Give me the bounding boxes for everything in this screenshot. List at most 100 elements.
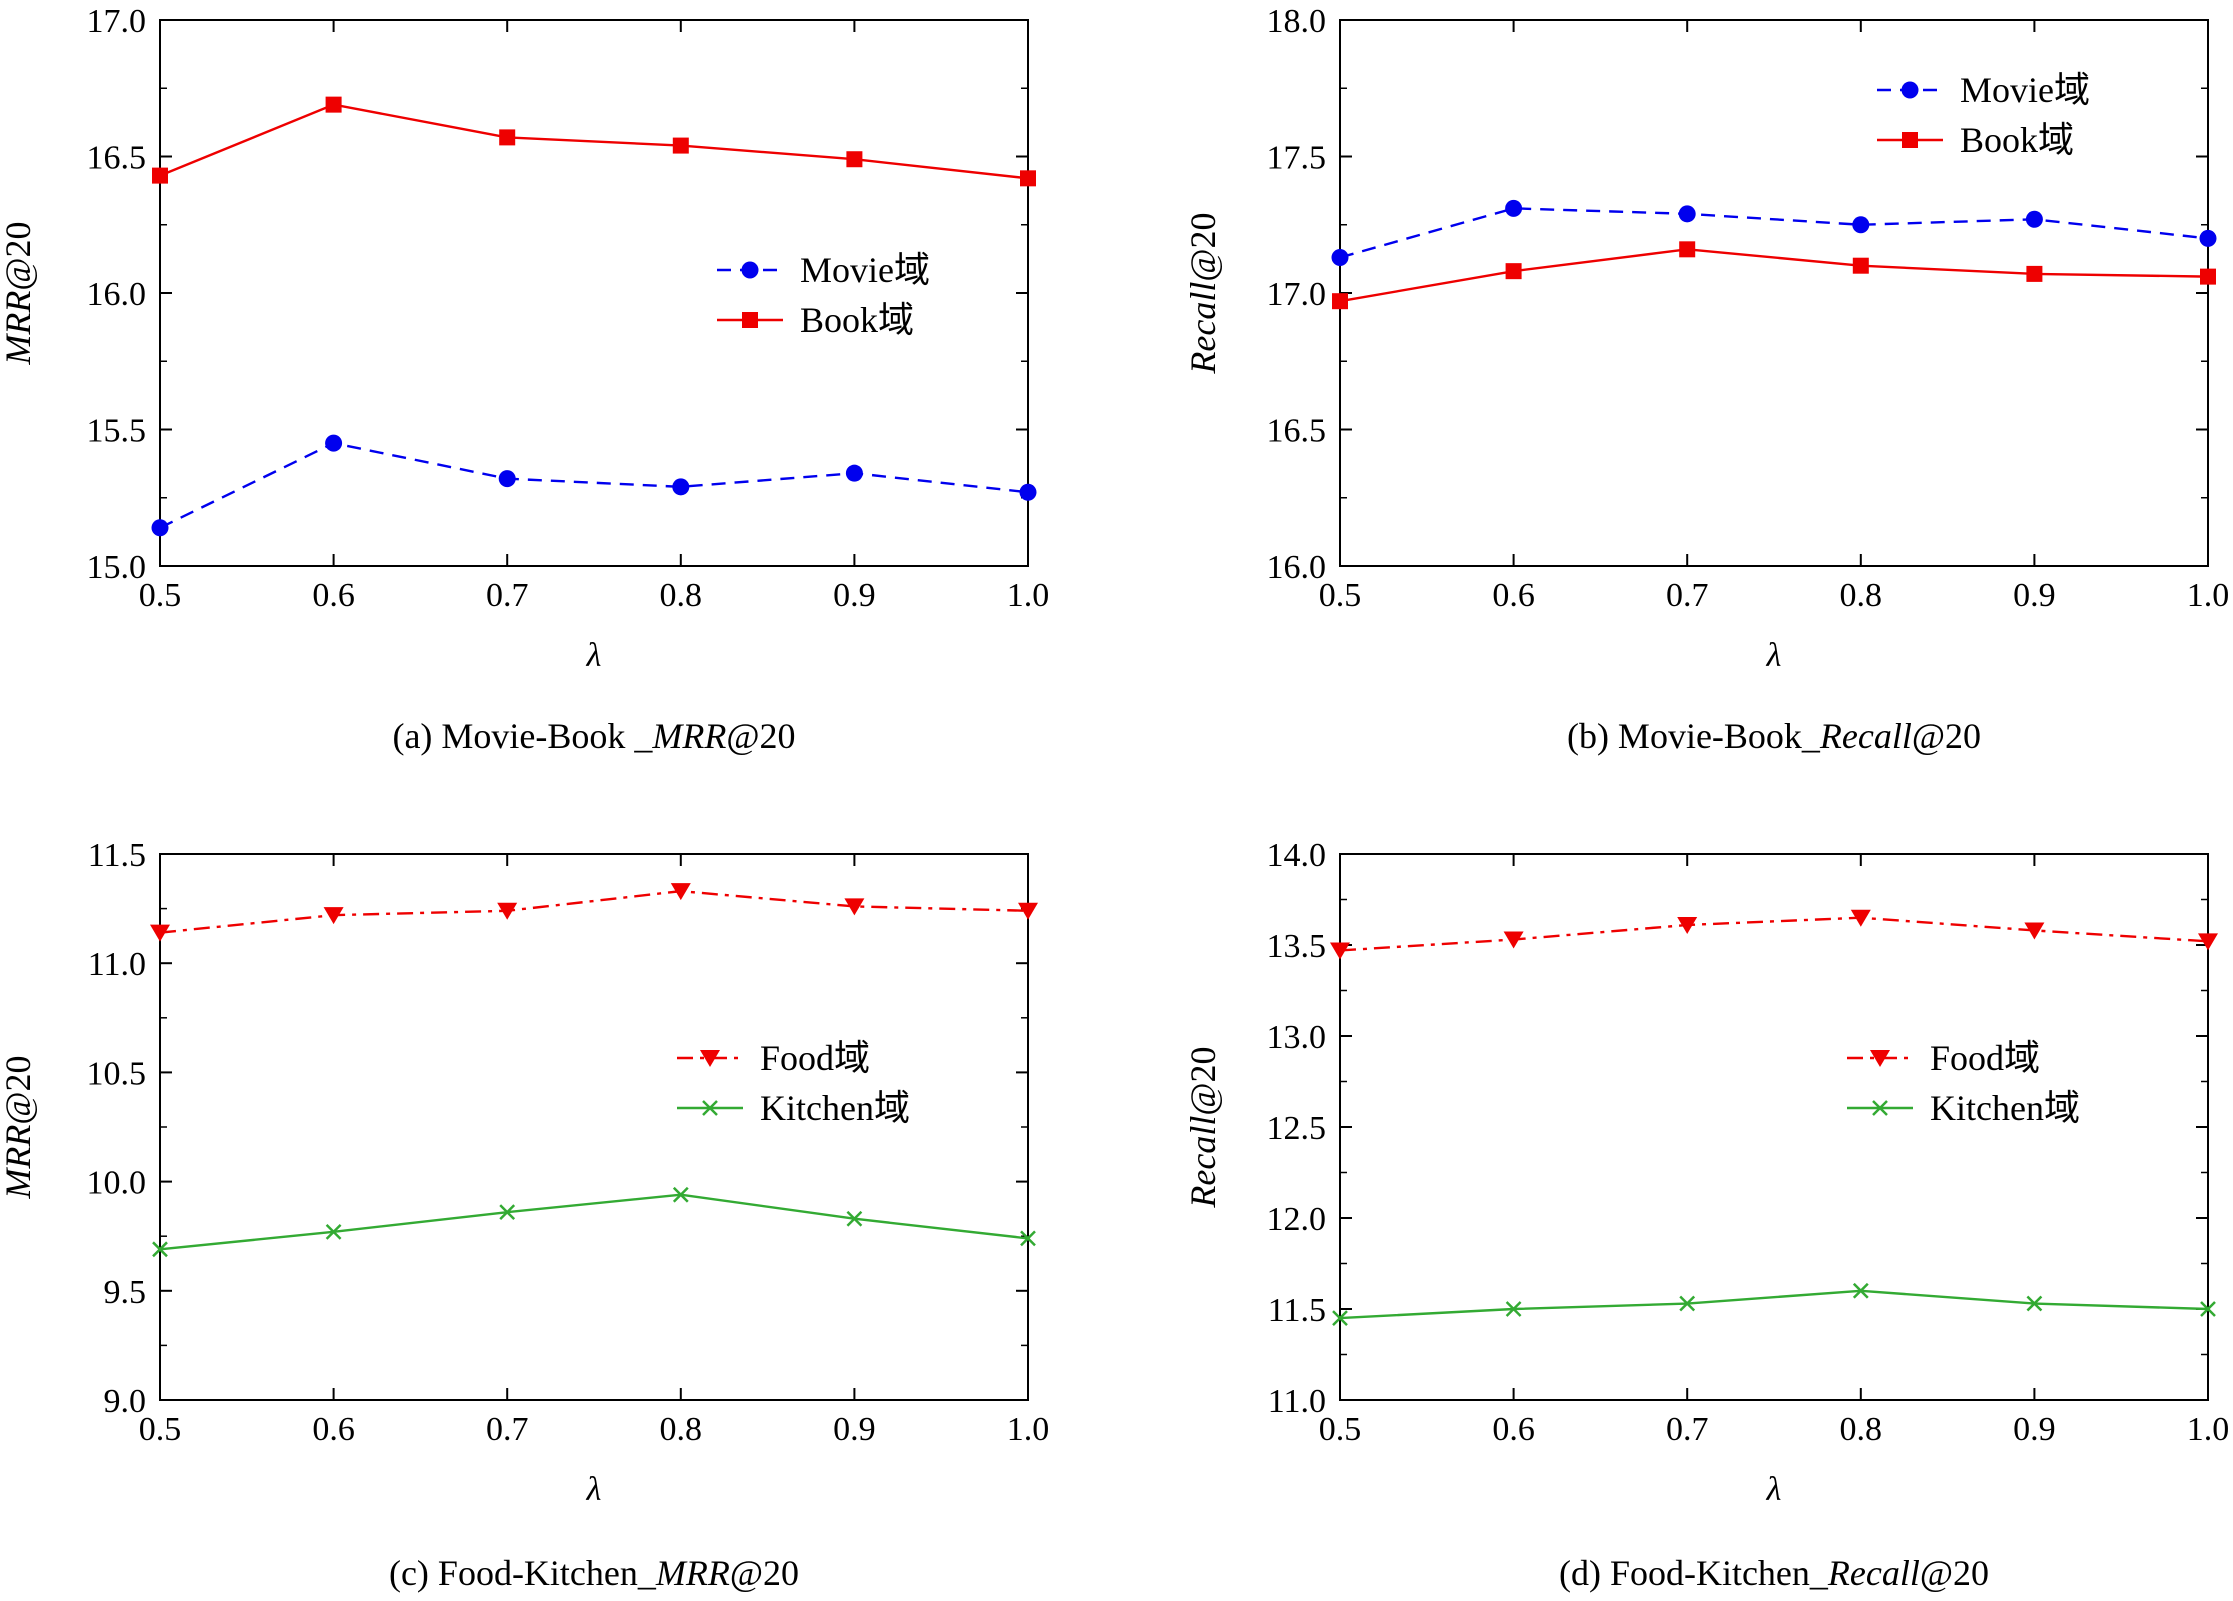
y-axis-label-italic: MRR [0, 1125, 38, 1200]
x-tick-label: 0.7 [486, 1411, 529, 1448]
x-tick-label: 0.7 [1666, 577, 1709, 614]
x-axis-label: λ [1766, 637, 1782, 674]
data-point [152, 1241, 168, 1258]
series-line-1 [1339, 1289, 2209, 1320]
y-tick-label: 15.0 [87, 549, 147, 586]
series-line-0 [159, 889, 1029, 934]
data-point [1505, 263, 1522, 280]
y-tick-label: 12.0 [1267, 1201, 1327, 1238]
data-point [1332, 293, 1348, 310]
data-point [1678, 205, 1696, 223]
y-tick-label: 13.0 [1267, 1019, 1327, 1056]
y-tick-label: 17.0 [87, 3, 147, 40]
legend-marker [741, 261, 759, 279]
legend-label: Book域 [800, 300, 914, 340]
x-tick-label: 0.8 [1840, 577, 1883, 614]
series-line-1 [159, 103, 1029, 180]
panel-caption: (b) Movie-Book_Recall@20 [1567, 716, 1981, 756]
y-axis-label-suffix: @20 [1183, 1046, 1223, 1115]
x-tick-label: 0.7 [486, 577, 529, 614]
data-point [1332, 1310, 1348, 1326]
legend-label: Kitchen域 [1930, 1088, 2080, 1128]
caption-italic: Recall [1827, 1553, 1920, 1593]
caption-suffix: @20 [1912, 716, 1981, 756]
caption-prefix: (b) Movie-Book_ [1567, 716, 1821, 756]
legend-marker [1870, 1050, 1890, 1067]
x-tick-label: 0.8 [660, 577, 703, 614]
x-axis-label: λ [586, 637, 602, 674]
y-tick-label: 18.0 [1267, 3, 1327, 40]
data-point [1852, 216, 1870, 234]
x-tick-label: 0.5 [1319, 1411, 1362, 1448]
y-tick-label: 10.0 [87, 1165, 147, 1202]
data-point [1330, 942, 1350, 960]
x-tick-label: 0.5 [1319, 577, 1362, 614]
legend-label: Movie域 [1960, 70, 2090, 110]
data-point [150, 924, 170, 942]
y-axis-label: Recall@20 [1183, 1046, 1223, 1208]
caption-prefix: (a) Movie-Book _ [392, 716, 653, 756]
data-point [325, 1223, 342, 1240]
y-tick-label: 14.0 [1267, 837, 1327, 874]
x-tick-label: 1.0 [1007, 1411, 1050, 1448]
series-line-0 [1339, 916, 2209, 952]
data-point [1852, 257, 1869, 274]
y-tick-label: 9.5 [104, 1274, 147, 1311]
x-tick-label: 0.6 [1492, 1411, 1535, 1448]
data-point [2026, 265, 2043, 282]
data-point [2200, 1301, 2216, 1317]
caption-italic: MRR [655, 1553, 730, 1593]
y-axis-label-suffix: @20 [0, 221, 38, 290]
data-point [325, 96, 342, 113]
caption-prefix: (d) Food-Kitchen_ [1559, 1553, 1829, 1593]
data-point [846, 1210, 863, 1227]
data-point [1679, 241, 1696, 258]
x-axis-label: λ [586, 1471, 602, 1508]
data-point [2026, 1295, 2043, 1312]
y-tick-label: 16.5 [1267, 413, 1327, 450]
caption-suffix: @20 [726, 716, 795, 756]
caption-italic: Recall [1819, 716, 1912, 756]
y-tick-label: 11.0 [1268, 1383, 1326, 1420]
x-tick-label: 1.0 [2187, 1411, 2230, 1448]
x-tick-label: 0.6 [312, 577, 355, 614]
data-point [672, 137, 689, 154]
data-point [1852, 1282, 1869, 1299]
y-tick-label: 15.5 [87, 413, 147, 450]
y-tick-label: 11.5 [1268, 1292, 1326, 1329]
x-tick-label: 0.6 [1492, 577, 1535, 614]
x-tick-label: 0.8 [660, 1411, 703, 1448]
plot-frame [159, 19, 1029, 567]
series-line-0 [159, 441, 1029, 529]
x-tick-label: 0.9 [2013, 577, 2056, 614]
data-point [497, 902, 518, 920]
legend-marker [742, 312, 758, 328]
y-tick-label: 11.5 [88, 837, 146, 874]
data-point [499, 129, 516, 146]
data-point [1850, 909, 1871, 927]
data-point [2199, 229, 2217, 247]
data-point [670, 883, 691, 901]
legend-marker [1872, 1100, 1888, 1116]
data-point [1677, 916, 1698, 934]
legend-marker [702, 1100, 718, 1116]
data-point [152, 167, 168, 184]
y-tick-label: 11.0 [88, 946, 146, 983]
x-tick-label: 0.7 [1666, 1411, 1709, 1448]
data-point [2025, 210, 2043, 228]
x-tick-label: 0.5 [139, 1411, 182, 1448]
data-point [844, 898, 865, 916]
data-point [1019, 483, 1037, 501]
y-tick-label: 17.5 [1267, 140, 1327, 177]
data-point [1505, 1301, 1522, 1317]
legend-marker [1901, 81, 1919, 99]
y-tick-label: 17.0 [1267, 276, 1327, 313]
legend-label: Food域 [760, 1038, 870, 1078]
data-point [325, 434, 343, 452]
y-tick-label: 13.5 [1267, 928, 1327, 965]
y-axis-label: MRR@20 [0, 221, 38, 365]
y-tick-label: 16.0 [87, 276, 147, 313]
y-axis-label-italic: Recall [1183, 282, 1223, 375]
y-tick-label: 16.0 [1267, 549, 1327, 586]
